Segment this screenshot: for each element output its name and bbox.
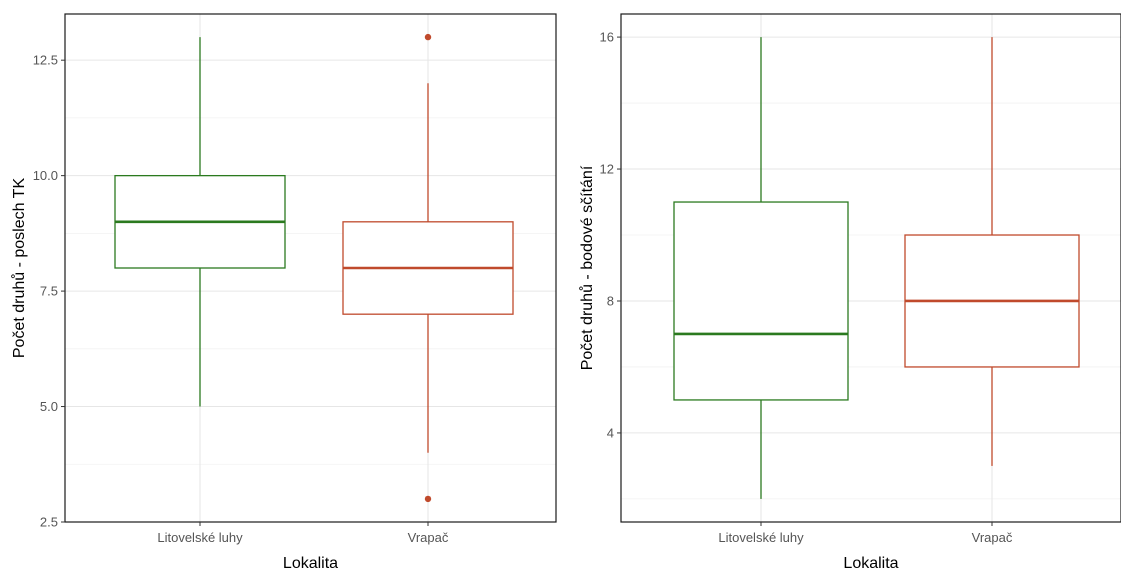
outlier-point xyxy=(424,495,432,503)
x-axis-title: Lokalita xyxy=(843,555,898,572)
y-tick-label: 12.5 xyxy=(33,53,58,68)
y-tick-label: 8 xyxy=(607,293,614,308)
x-tick-label: Vrapač xyxy=(408,530,449,545)
panel-frame xyxy=(64,13,557,523)
box-2 xyxy=(904,37,1080,466)
chart-panel-1: 2.5 5.0 7.5 10.0 12.5 Litovelské luhy Vrapač Lo… xyxy=(10,13,557,572)
chart-panel-2: 4 8 12 16 Litovelské luhy Vrapač Lokalita Počet… xyxy=(578,13,1121,572)
box-1 xyxy=(673,37,849,499)
y-axis-title: Počet druhů - poslech TK xyxy=(10,178,28,359)
box-1 xyxy=(114,37,286,407)
y-tick-label: 16 xyxy=(600,30,614,45)
y-tick-label: 5.0 xyxy=(40,399,58,414)
x-tick-label: Vrapač xyxy=(972,530,1013,545)
y-tick-label: 10.0 xyxy=(33,168,58,183)
box-2 xyxy=(342,33,514,503)
x-tick-label: Litovelské luhy xyxy=(157,530,243,545)
panel-frame xyxy=(620,13,1121,523)
box-iqr xyxy=(673,201,849,401)
y-axis-title: Počet druhů - bodové sčítání xyxy=(578,165,596,370)
x-tick-label: Litovelské luhy xyxy=(718,530,804,545)
y-tick-label: 7.5 xyxy=(40,284,58,299)
outlier-point xyxy=(424,33,432,41)
x-axis-title: Lokalita xyxy=(283,555,338,572)
y-tick-label: 12 xyxy=(600,162,614,177)
y-tick-label: 4 xyxy=(607,425,614,440)
y-tick-label: 2.5 xyxy=(40,515,58,530)
